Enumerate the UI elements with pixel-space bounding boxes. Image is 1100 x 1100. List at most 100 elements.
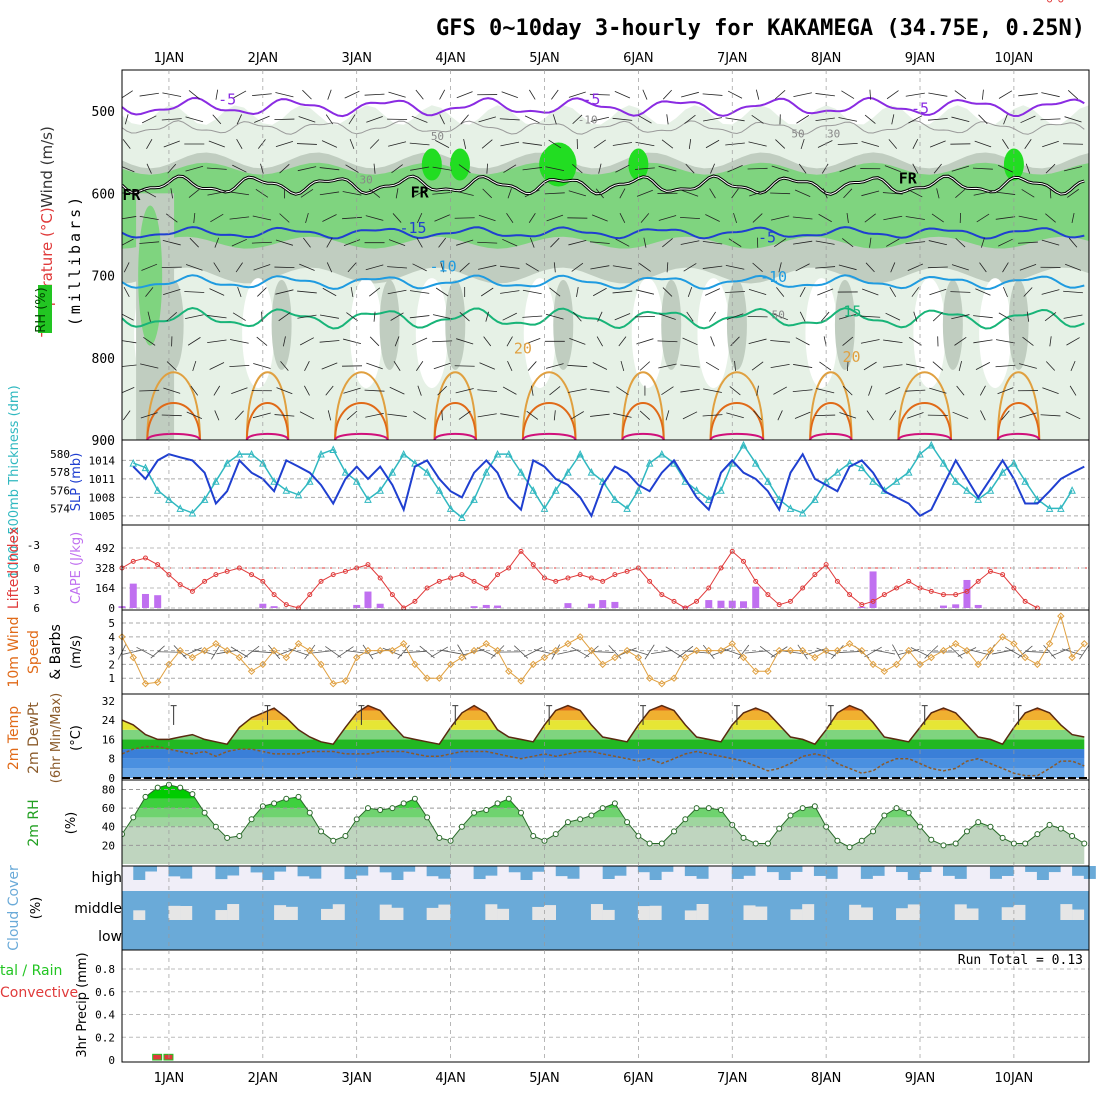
contour-30-lobe <box>521 432 577 440</box>
wind-speed-marker <box>811 653 819 662</box>
wind-speed-marker <box>764 667 772 676</box>
upper-wind-barb <box>276 387 293 395</box>
thickness-marker <box>352 477 361 485</box>
panel-frame-precip <box>121 949 1090 1063</box>
rh-tick-label: 20 <box>102 839 115 852</box>
upper-wind-barb <box>416 237 423 248</box>
wind-speed-marker <box>176 646 184 655</box>
upper-wind-barb <box>688 138 692 150</box>
contour-30-lobe <box>621 432 665 440</box>
cloud-middle-gap <box>285 906 298 920</box>
cloud-high-bar <box>1072 866 1085 876</box>
day-label-top: 9JAN <box>905 51 936 66</box>
thickness-marker <box>270 477 278 485</box>
lifted-index-marker <box>776 602 782 608</box>
slp-axis-label: SLP (mb) <box>69 453 84 512</box>
upper-wind-barb <box>752 213 763 223</box>
upper-wind-barb <box>636 338 654 345</box>
lifted-index-marker <box>330 572 336 578</box>
lifted-index-marker <box>1058 0 1064 3</box>
cape-bar <box>259 603 267 608</box>
upper-wind-barb <box>952 411 969 419</box>
upper-wind-barb <box>886 238 900 247</box>
upper-wind-barb <box>687 286 693 298</box>
thickness-marker <box>798 508 807 517</box>
cape-bar <box>587 603 595 608</box>
upper-wind-barb <box>705 214 720 222</box>
upper-wind-barb <box>932 311 943 322</box>
pressure-tick-label: 900 <box>92 434 115 449</box>
upper-wind-barb <box>951 314 970 320</box>
upper-wind-barb <box>458 164 471 174</box>
upper-wind-barb <box>682 337 698 346</box>
rh-marker <box>671 828 678 835</box>
wind-speed-marker <box>552 646 560 655</box>
upper-wind-barb <box>165 213 178 223</box>
rh-marker <box>248 816 255 823</box>
surface-wind-barb <box>628 648 649 656</box>
thickness-marker <box>775 495 783 503</box>
contour-20-lobe <box>897 371 952 440</box>
lifted-index-marker <box>518 548 524 554</box>
cape-tick-label: 328 <box>95 562 115 575</box>
upper-wind-barb <box>343 239 361 247</box>
day-label-top: 6JAN <box>623 51 654 66</box>
wind-speed-marker <box>963 646 971 655</box>
cloud-middle-gap <box>215 910 228 920</box>
upper-wind-barb <box>793 364 813 368</box>
temp-band <box>122 768 1085 778</box>
wind-speed-marker <box>540 653 549 662</box>
cape-bar <box>681 606 689 608</box>
upper-wind-barb <box>912 138 919 150</box>
cloud-low-mid <box>122 891 1089 950</box>
upper-wind-barb <box>748 338 767 344</box>
upper-wind-barb <box>122 216 137 220</box>
upper-wind-barb <box>958 360 962 372</box>
upper-wind-barb <box>303 237 311 248</box>
lifted-index-marker <box>787 598 793 604</box>
rh-dry-column <box>913 278 946 389</box>
contour-freezing-level-inner <box>122 175 1085 195</box>
upper-wind-barb <box>236 114 242 125</box>
wind-speed-marker <box>306 646 314 655</box>
cape-bar <box>141 593 149 608</box>
cloud-level-label: low <box>98 929 122 945</box>
lifted-index-tick-label: 0 <box>33 562 40 575</box>
upper-wind-barb <box>147 311 151 322</box>
wind-speed-marker <box>645 674 654 682</box>
surface-wind-barb <box>991 649 1014 655</box>
cloud-high-bar <box>145 866 158 872</box>
cape-bar <box>752 586 760 608</box>
upper-wind-barb <box>342 191 362 196</box>
lifted-index-marker <box>870 598 876 604</box>
cloud-high-bar <box>778 866 791 880</box>
thickness-marker <box>587 468 596 476</box>
upper-wind-barb <box>500 141 520 147</box>
wind-speed-marker <box>129 653 137 662</box>
rh-bands <box>122 784 1085 864</box>
upper-wind-barb <box>819 361 832 371</box>
contour-label: 20 <box>842 348 860 366</box>
upper-wind-barb <box>344 90 360 99</box>
contour-25-lobe <box>334 402 389 440</box>
upper-wind-barb <box>795 263 810 272</box>
cape-bar <box>717 600 725 608</box>
rh-marker <box>635 833 642 840</box>
upper-wind-barb <box>567 388 587 393</box>
surface-wind-barb <box>651 649 673 655</box>
cloud-high-bar <box>1036 866 1049 880</box>
upper-wind-barb <box>905 389 926 392</box>
wind-tick-label: 3 <box>108 645 115 658</box>
upper-wind-barb <box>774 90 786 100</box>
cape-bar <box>963 579 971 608</box>
upper-wind-barb <box>864 213 876 223</box>
cloud-middle-gap <box>590 904 603 920</box>
upper-wind-barb <box>912 163 919 174</box>
surface-wind-barb <box>194 648 215 656</box>
wind-speed-marker <box>587 646 596 655</box>
upper-wind-barb <box>815 240 835 245</box>
upper-wind-barb <box>726 412 744 419</box>
upper-wind-barb <box>1019 412 1037 419</box>
day-label-top: 5JAN <box>529 51 560 66</box>
wind-speed-marker <box>905 646 913 655</box>
